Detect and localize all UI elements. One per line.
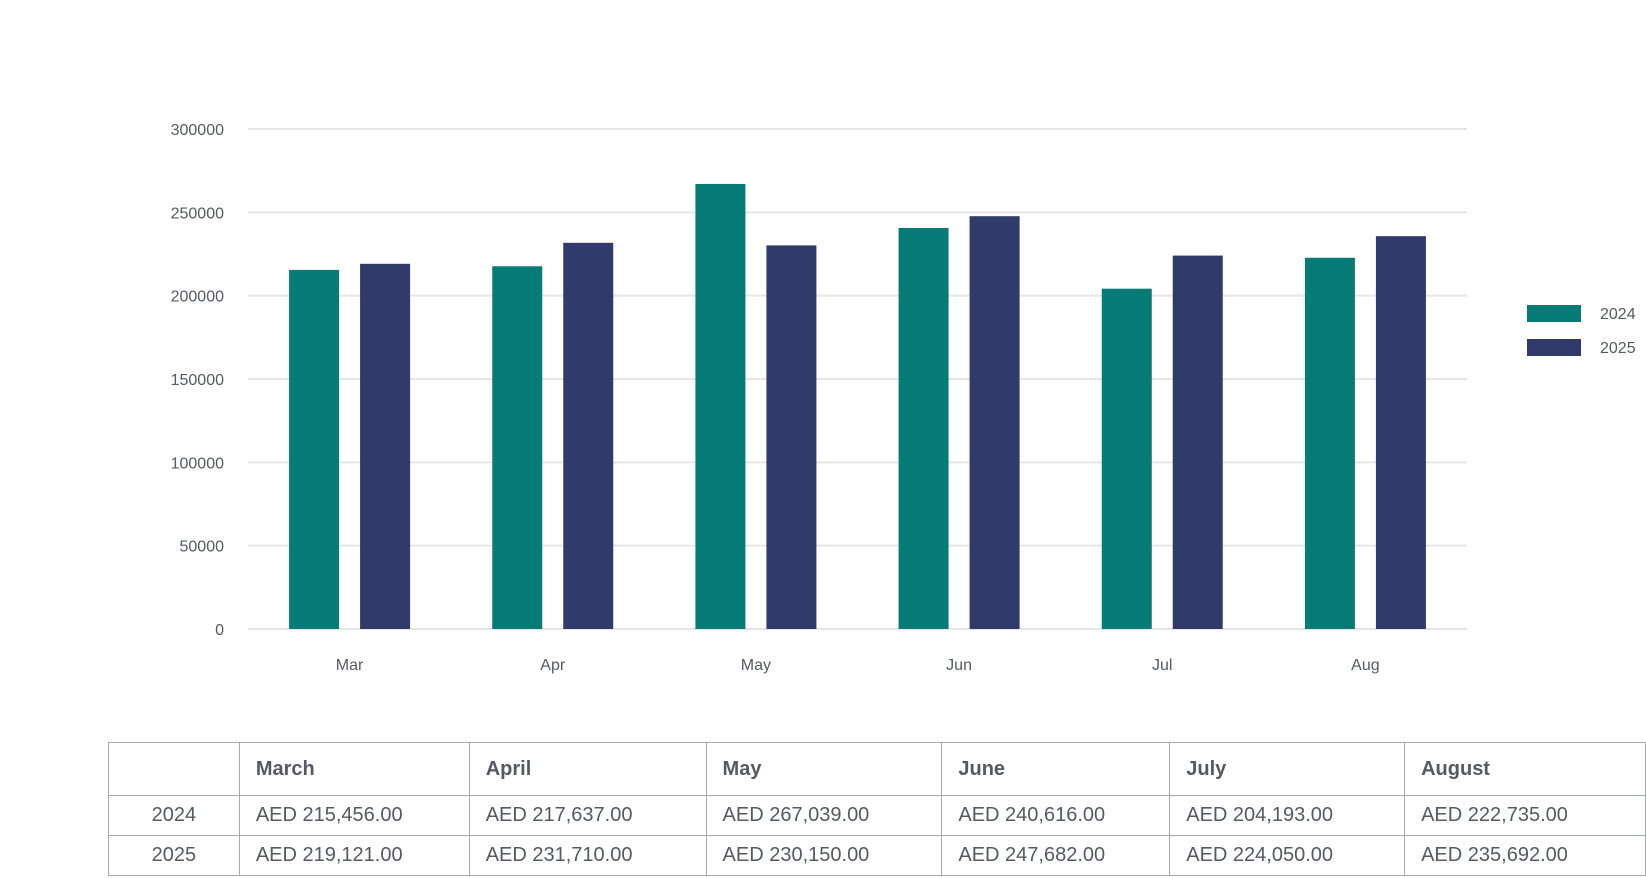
table-header-row: March April May June July August bbox=[109, 743, 1646, 796]
header-cell: June bbox=[942, 743, 1170, 796]
y-tick-label: 200000 bbox=[171, 289, 224, 306]
data-table: March April May June July August 2024 AE… bbox=[108, 742, 1646, 876]
table-cell: AED 230,150.00 bbox=[706, 836, 942, 876]
legend-swatch bbox=[1527, 305, 1581, 322]
x-tick-label: Mar bbox=[336, 657, 364, 674]
header-cell: May bbox=[706, 743, 942, 796]
x-tick-label: May bbox=[741, 657, 771, 674]
legend-label: 2024 bbox=[1600, 306, 1636, 323]
bar-2024-Jul bbox=[1102, 289, 1152, 629]
header-cell: August bbox=[1405, 743, 1646, 796]
table-cell: AED 235,692.00 bbox=[1405, 836, 1646, 876]
bar-2025-Jun bbox=[970, 216, 1020, 629]
legend-label: 2025 bbox=[1600, 340, 1636, 357]
bar-2024-Apr bbox=[492, 266, 542, 629]
bars bbox=[289, 184, 1426, 629]
table-cell: AED 204,193.00 bbox=[1170, 796, 1405, 836]
y-tick-label: 250000 bbox=[171, 205, 224, 222]
x-axis-ticks: Mar Apr May Jun Jul Aug bbox=[336, 657, 1380, 674]
header-cell: April bbox=[469, 743, 706, 796]
table-row: 2024 AED 215,456.00 AED 217,637.00 AED 2… bbox=[109, 796, 1646, 836]
bar-2024-Aug bbox=[1305, 258, 1355, 629]
bar-2025-Apr bbox=[563, 243, 613, 629]
header-cell: July bbox=[1170, 743, 1405, 796]
bar-2025-Jul bbox=[1173, 256, 1223, 629]
table-cell: AED 247,682.00 bbox=[942, 836, 1170, 876]
table-cell: AED 215,456.00 bbox=[239, 796, 469, 836]
y-tick-label: 0 bbox=[215, 622, 224, 639]
y-axis-ticks: 0 50000 100000 150000 200000 250000 300000 bbox=[171, 122, 224, 639]
legend: 2024 2025 bbox=[1527, 305, 1636, 357]
row-label: 2024 bbox=[109, 796, 240, 836]
x-tick-label: Jun bbox=[946, 657, 972, 674]
table-cell: AED 217,637.00 bbox=[469, 796, 706, 836]
y-tick-label: 300000 bbox=[171, 122, 224, 139]
x-tick-label: Aug bbox=[1351, 657, 1379, 674]
bar-2024-Jun bbox=[899, 228, 949, 629]
bar-2025-Mar bbox=[360, 264, 410, 629]
table-cell: AED 224,050.00 bbox=[1170, 836, 1405, 876]
table-cell: AED 219,121.00 bbox=[239, 836, 469, 876]
table-cell: AED 222,735.00 bbox=[1405, 796, 1646, 836]
bar-2024-Mar bbox=[289, 270, 339, 629]
header-cell: March bbox=[239, 743, 469, 796]
header-cell-empty bbox=[109, 743, 240, 796]
row-label: 2025 bbox=[109, 836, 240, 876]
bar-2025-May bbox=[766, 245, 816, 629]
bar-2024-May bbox=[695, 184, 745, 629]
y-tick-label: 50000 bbox=[180, 539, 225, 556]
x-tick-label: Apr bbox=[540, 657, 566, 674]
bar-2025-Aug bbox=[1376, 236, 1426, 629]
table-cell: AED 240,616.00 bbox=[942, 796, 1170, 836]
bar-chart: 0 50000 100000 150000 200000 250000 300000 Mar… bbox=[0, 0, 1646, 700]
x-tick-label: Jul bbox=[1152, 657, 1172, 674]
y-tick-label: 100000 bbox=[171, 455, 224, 472]
legend-swatch bbox=[1527, 339, 1581, 356]
y-tick-label: 150000 bbox=[171, 372, 224, 389]
table-row: 2025 AED 219,121.00 AED 231,710.00 AED 2… bbox=[109, 836, 1646, 876]
table-cell: AED 267,039.00 bbox=[706, 796, 942, 836]
gridlines bbox=[248, 129, 1467, 629]
table-cell: AED 231,710.00 bbox=[469, 836, 706, 876]
